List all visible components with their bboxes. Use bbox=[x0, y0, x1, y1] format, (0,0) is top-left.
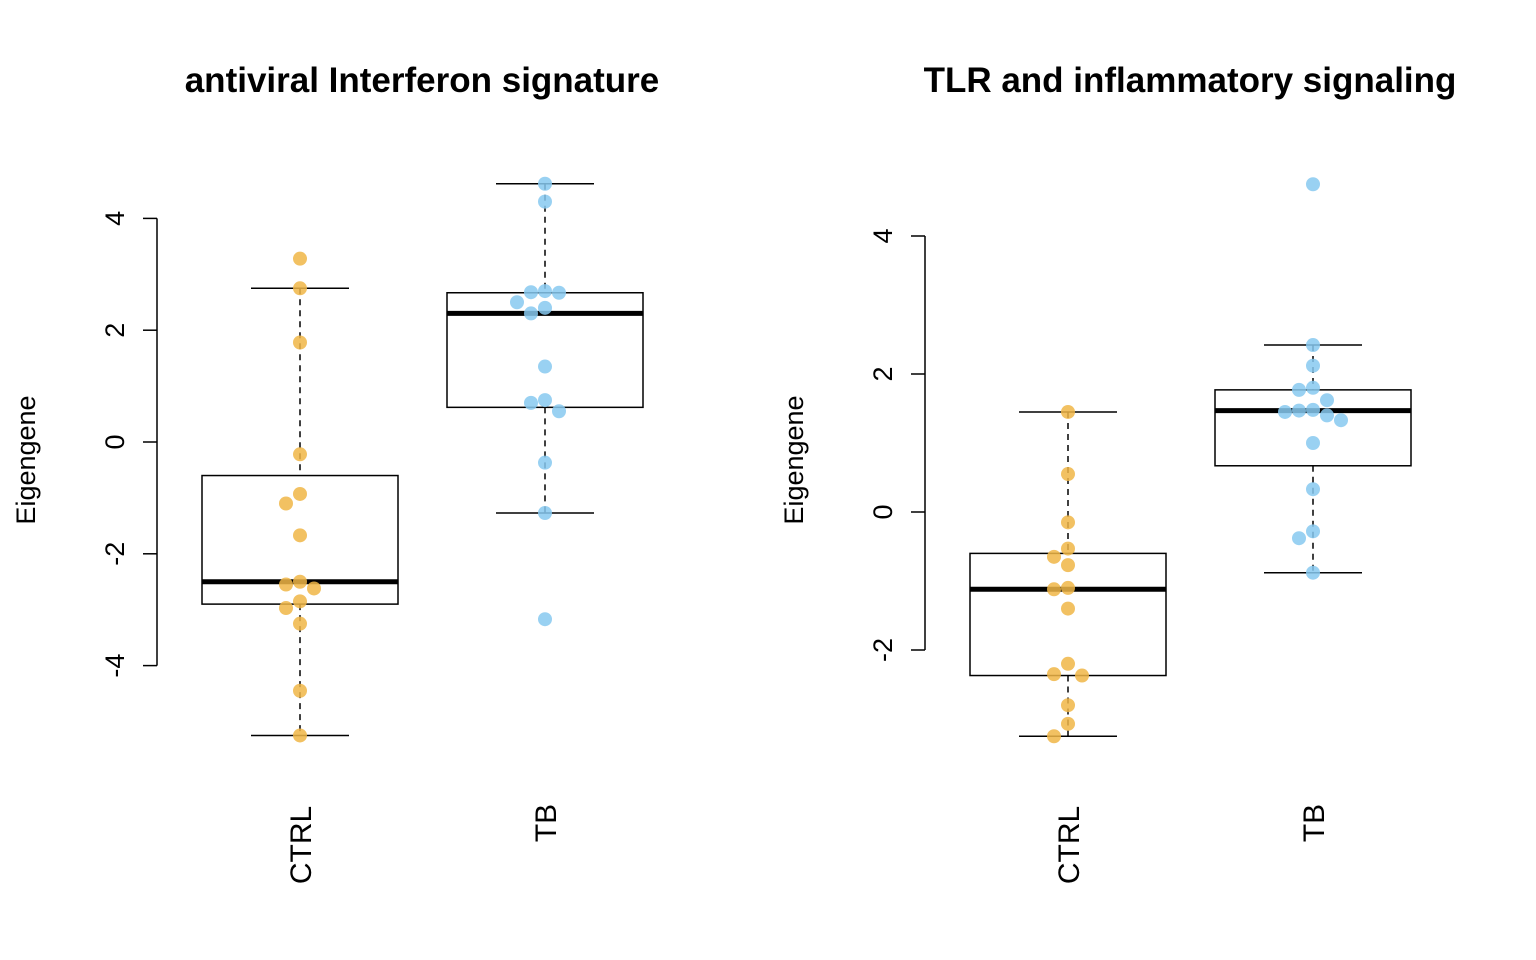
data-point bbox=[1292, 382, 1306, 397]
y-tick-label: -2 bbox=[868, 638, 898, 662]
x-category-label: CTRL bbox=[285, 806, 318, 884]
data-point bbox=[538, 505, 552, 520]
data-point bbox=[1306, 524, 1320, 539]
box-group-ctrl bbox=[969, 404, 1167, 744]
data-point bbox=[293, 594, 307, 609]
data-point bbox=[1061, 404, 1075, 419]
y-tick-label: 0 bbox=[868, 504, 898, 519]
data-point bbox=[538, 612, 552, 627]
box-group-tb bbox=[446, 176, 644, 627]
data-point bbox=[1306, 565, 1320, 580]
data-point bbox=[1306, 177, 1320, 192]
data-point bbox=[1306, 436, 1320, 450]
panel-interferon: antiviral Interferon signature Eigengene… bbox=[11, 61, 659, 884]
data-point bbox=[524, 395, 538, 410]
data-point bbox=[1075, 668, 1089, 683]
data-point bbox=[538, 359, 552, 374]
panel-title: antiviral Interferon signature bbox=[185, 61, 660, 100]
data-point bbox=[293, 251, 307, 266]
data-point bbox=[1320, 408, 1334, 423]
data-point bbox=[293, 574, 307, 589]
data-point bbox=[293, 486, 307, 501]
data-point bbox=[538, 284, 552, 299]
data-point bbox=[1061, 558, 1075, 573]
data-point bbox=[1061, 716, 1075, 731]
data-point bbox=[1061, 580, 1075, 595]
data-point bbox=[1306, 482, 1320, 497]
box-group-tb bbox=[1214, 177, 1412, 580]
data-point bbox=[293, 683, 307, 698]
x-category-label: TB bbox=[530, 804, 563, 842]
data-point bbox=[1292, 403, 1306, 418]
data-point bbox=[1306, 358, 1320, 373]
data-point bbox=[524, 285, 538, 300]
data-point bbox=[1278, 404, 1292, 419]
data-point bbox=[1306, 380, 1320, 395]
data-point bbox=[510, 295, 524, 310]
data-point bbox=[1292, 531, 1306, 546]
y-tick-label: -2 bbox=[100, 542, 130, 566]
data-point bbox=[1061, 515, 1075, 530]
x-category-label: CTRL bbox=[1053, 806, 1086, 884]
data-point bbox=[293, 335, 307, 350]
data-point bbox=[1061, 656, 1075, 671]
data-point bbox=[293, 728, 307, 743]
data-point bbox=[307, 581, 321, 596]
data-point bbox=[279, 496, 293, 511]
data-point bbox=[538, 194, 552, 209]
data-point bbox=[279, 601, 293, 616]
data-point bbox=[1061, 467, 1075, 482]
data-point bbox=[1047, 549, 1061, 564]
panel-title: TLR and inflammatory signaling bbox=[924, 61, 1457, 100]
data-point bbox=[538, 455, 552, 470]
data-point bbox=[293, 281, 307, 296]
y-axis-label: Eigengene bbox=[779, 395, 809, 524]
y-tick-label: 4 bbox=[868, 228, 898, 243]
box-group-ctrl bbox=[201, 251, 399, 743]
data-point bbox=[552, 404, 566, 419]
data-point bbox=[538, 300, 552, 315]
data-point bbox=[1306, 338, 1320, 353]
data-point bbox=[293, 616, 307, 631]
data-point bbox=[1061, 541, 1075, 556]
data-point bbox=[1047, 729, 1061, 744]
data-point bbox=[1334, 413, 1348, 428]
data-point bbox=[279, 577, 293, 592]
y-tick-label: 4 bbox=[100, 211, 130, 226]
y-tick-label: 2 bbox=[868, 366, 898, 381]
data-point bbox=[1047, 667, 1061, 682]
y-tick-label: 0 bbox=[100, 434, 130, 449]
y-axis-label: Eigengene bbox=[11, 395, 41, 524]
y-tick-label: 2 bbox=[100, 323, 130, 338]
data-point bbox=[524, 306, 538, 321]
data-point bbox=[1061, 601, 1075, 616]
data-point bbox=[1047, 582, 1061, 597]
x-category-label: TB bbox=[1298, 804, 1331, 842]
data-point bbox=[1320, 393, 1334, 408]
data-point bbox=[293, 447, 307, 462]
panel-tlr: TLR and inflammatory signaling Eigengene… bbox=[779, 61, 1456, 884]
data-point bbox=[552, 285, 566, 300]
y-tick-label: -4 bbox=[100, 654, 130, 678]
data-point bbox=[538, 393, 552, 408]
iqr-box bbox=[1214, 389, 1412, 467]
data-point bbox=[1306, 402, 1320, 417]
data-point bbox=[1061, 698, 1075, 713]
data-point bbox=[538, 176, 552, 191]
data-point bbox=[293, 528, 307, 543]
